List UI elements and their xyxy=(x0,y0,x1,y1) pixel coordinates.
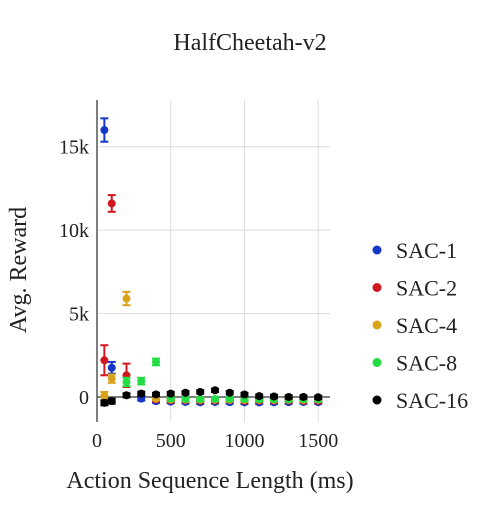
data-point xyxy=(100,398,109,407)
data-point xyxy=(151,390,160,399)
legend-label: SAC-4 xyxy=(396,313,457,338)
x-axis-label: Action Sequence Length (ms) xyxy=(66,468,353,494)
data-point xyxy=(284,392,293,401)
data-point xyxy=(240,390,249,399)
data-point xyxy=(100,392,109,401)
y-tick-label: 0 xyxy=(79,387,89,409)
data-point xyxy=(196,387,205,396)
legend-marker xyxy=(372,283,382,292)
data-point xyxy=(196,395,205,404)
data-point xyxy=(210,386,219,395)
legend-marker xyxy=(372,395,382,405)
data-point xyxy=(166,389,175,398)
chart-title: HalfCheetah-v2 xyxy=(173,30,326,56)
data-point xyxy=(255,392,264,401)
legend-label: SAC-16 xyxy=(396,388,468,413)
data-point xyxy=(181,394,190,403)
data-point xyxy=(299,392,308,401)
x-tick-label: 0 xyxy=(92,430,102,452)
data-point xyxy=(269,392,278,401)
data-point xyxy=(107,363,116,372)
y-tick-label: 10k xyxy=(59,220,89,242)
data-point xyxy=(122,377,131,386)
data-point xyxy=(210,394,219,403)
x-tick-label: 500 xyxy=(156,430,186,452)
data-point xyxy=(107,199,116,208)
y-tick-label: 15k xyxy=(59,137,89,159)
legend-label: SAC-1 xyxy=(396,238,457,263)
data-point xyxy=(107,374,116,383)
data-point xyxy=(314,393,323,402)
legend-marker xyxy=(372,358,382,367)
data-marks xyxy=(100,117,323,407)
legend-label: SAC-2 xyxy=(396,276,457,301)
legend: SAC-1 SAC-2 SAC-4 SAC-8 SAC-16 xyxy=(372,238,468,413)
legend-marker xyxy=(372,245,382,255)
y-axis-label: Avg. Reward xyxy=(6,207,32,333)
grid xyxy=(97,100,330,422)
data-point xyxy=(137,377,146,386)
x-tick-label: 1500 xyxy=(298,430,338,452)
data-point xyxy=(225,394,234,403)
legend-marker xyxy=(372,320,382,330)
data-point xyxy=(225,388,234,397)
data-point xyxy=(107,397,116,406)
y-tick-label: 5k xyxy=(69,304,89,326)
data-point xyxy=(151,357,160,366)
data-point xyxy=(137,389,146,398)
x-tick-label: 1000 xyxy=(224,430,264,452)
data-point xyxy=(122,391,131,400)
data-point xyxy=(100,356,109,365)
legend-label: SAC-8 xyxy=(396,351,457,376)
data-point xyxy=(122,294,131,303)
data-point xyxy=(100,126,109,135)
axes: 0 500 1000 1500 0 5k 10k 15k xyxy=(59,100,338,452)
data-point xyxy=(181,388,190,397)
